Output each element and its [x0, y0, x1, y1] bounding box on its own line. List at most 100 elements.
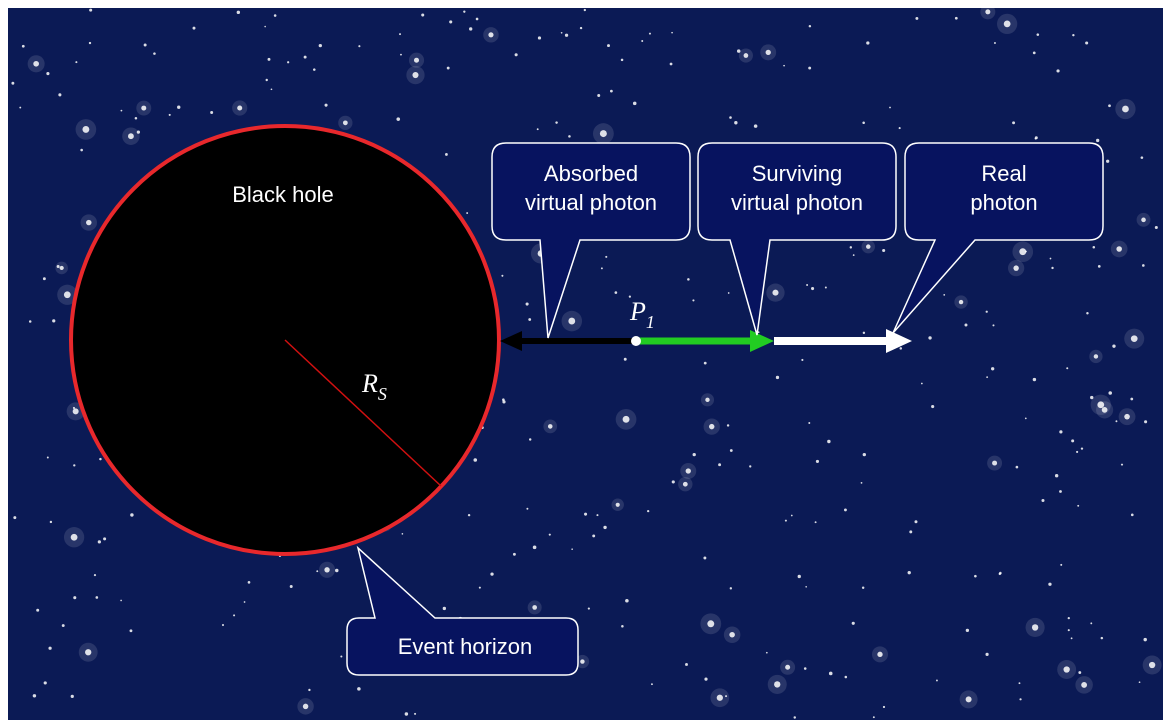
star [490, 572, 494, 576]
star [671, 480, 675, 484]
star [687, 278, 690, 281]
star [1072, 33, 1075, 37]
star [1015, 465, 1019, 469]
star [1106, 159, 1110, 163]
star [725, 695, 728, 698]
star [1093, 354, 1099, 359]
star [1034, 136, 1038, 140]
star [803, 667, 807, 670]
star [86, 219, 92, 226]
star [898, 127, 901, 130]
star [851, 621, 855, 625]
star [648, 32, 651, 35]
star [49, 520, 53, 524]
star [82, 125, 90, 133]
callout-label: virtual photon [731, 190, 863, 215]
star [579, 26, 583, 30]
star [414, 712, 417, 715]
star [237, 105, 243, 111]
star [335, 568, 339, 573]
star [233, 614, 236, 617]
star [401, 533, 404, 535]
star [532, 605, 537, 610]
star [21, 44, 25, 48]
star [469, 27, 473, 31]
star [1077, 504, 1080, 507]
star [95, 596, 99, 599]
star [623, 357, 627, 361]
star [72, 408, 79, 415]
star [400, 53, 402, 56]
star [1101, 406, 1108, 413]
star [610, 89, 613, 93]
star [607, 44, 610, 48]
star [537, 36, 542, 40]
surviving-arrowhead [750, 330, 774, 352]
star [273, 14, 277, 17]
star [1096, 138, 1100, 143]
star [862, 452, 866, 457]
star [806, 284, 809, 286]
star [882, 248, 886, 253]
star [814, 521, 817, 524]
star [120, 109, 123, 112]
star [671, 31, 673, 34]
star [478, 586, 481, 589]
star [1032, 51, 1036, 55]
star [512, 552, 516, 556]
star [1148, 661, 1156, 669]
star [548, 533, 551, 536]
star [1086, 312, 1089, 315]
star [785, 664, 791, 670]
star [13, 516, 17, 520]
event-horizon-label: Event horizon [398, 634, 533, 659]
star [605, 255, 608, 258]
star [1003, 20, 1011, 28]
star [72, 406, 75, 409]
star [502, 400, 506, 404]
star [1092, 246, 1096, 249]
callout [892, 142, 1104, 334]
star [568, 135, 571, 138]
star [943, 294, 946, 296]
star [1085, 41, 1089, 45]
star [63, 291, 71, 299]
star [528, 318, 532, 321]
star [413, 57, 420, 63]
star [70, 694, 74, 699]
star [1140, 156, 1144, 159]
star [928, 336, 932, 340]
star [85, 649, 92, 656]
radius-line [284, 339, 442, 487]
star [1071, 439, 1075, 443]
star [340, 655, 343, 658]
star [734, 121, 738, 125]
star [475, 17, 479, 21]
star [560, 31, 563, 34]
star [1142, 264, 1145, 267]
point-symbol: P1 [629, 297, 655, 332]
star [97, 540, 101, 544]
star [625, 598, 629, 603]
star [287, 61, 290, 64]
star [61, 624, 65, 627]
star [463, 10, 466, 13]
star [449, 20, 453, 24]
star [866, 41, 870, 45]
star [974, 574, 977, 578]
callout-label: photon [970, 190, 1037, 215]
star [28, 320, 32, 323]
star [324, 567, 330, 573]
star [621, 624, 624, 628]
star [753, 124, 758, 128]
star [270, 88, 273, 91]
star [357, 687, 361, 691]
event-horizon-callout [346, 545, 579, 676]
star [318, 43, 322, 48]
star [313, 68, 316, 71]
star [571, 548, 573, 550]
star [729, 587, 733, 590]
star [790, 514, 793, 517]
star [33, 60, 39, 67]
star [514, 53, 518, 57]
